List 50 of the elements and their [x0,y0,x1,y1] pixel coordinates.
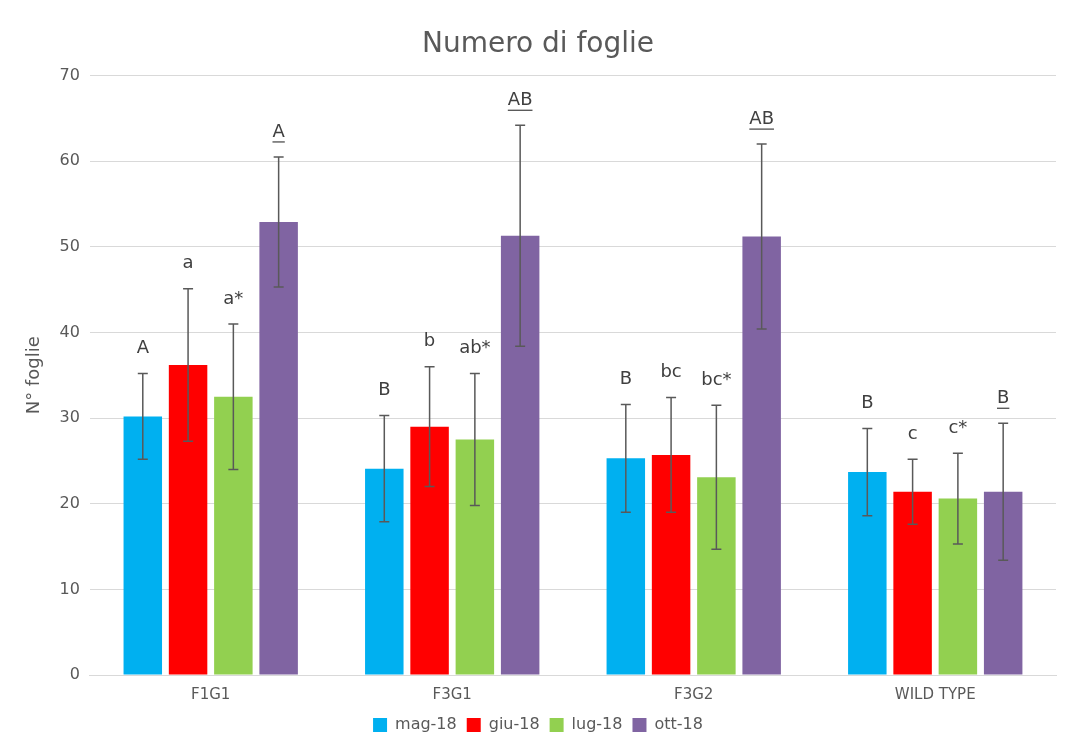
y-tick-label: 70 [59,64,80,84]
chart-title: Numero di foglie [421,26,655,60]
bar [410,426,449,675]
bar [500,235,540,675]
annotation: bc* [701,367,732,389]
bar [848,472,887,675]
annotation: B [996,385,1010,407]
annotation: B [861,391,874,413]
annotation: b [423,329,436,351]
legend-label: lug-18 [571,714,623,734]
bar [365,468,404,675]
bar [893,491,932,675]
annotation: A [136,336,150,358]
annotation: AB [749,106,774,128]
annotation: AB [507,87,533,109]
bar [742,236,781,675]
x-tick-label: F3G1 [432,684,472,703]
legend-label: giu-18 [488,714,540,734]
bar [168,365,208,675]
y-tick-label: 60 [59,150,80,170]
y-tick-label: 20 [59,492,80,512]
x-tick-label: F3G2 [674,684,714,703]
y-tick-label: 0 [69,664,80,684]
bar [214,396,253,675]
bar [455,439,495,675]
bar [651,454,691,675]
annotation: ab* [459,336,491,358]
x-tick-label: F1G1 [191,684,231,703]
annotation: A [272,119,286,141]
x-tick-label: WILD TYPE [894,684,976,703]
y-tick-label: 30 [59,407,80,427]
y-tick-label: 50 [59,236,80,256]
annotation: B [619,367,632,389]
legend-label: mag-18 [395,714,457,734]
y-tick-label: 40 [59,321,80,341]
bar [983,491,1023,675]
annotation: B [378,378,391,400]
bar [259,222,298,675]
y-axis-title: N° foglie [22,336,44,415]
bar [606,458,646,675]
annotation: a* [223,286,244,308]
annotation: c* [948,415,968,437]
annotation: c [907,421,918,443]
y-tick-label: 10 [59,578,80,598]
bar [123,416,163,675]
annotation: a [182,251,194,273]
annotation: bc [660,360,682,382]
bar [697,477,736,675]
bar [938,498,978,675]
legend-label: ott-18 [654,714,703,734]
